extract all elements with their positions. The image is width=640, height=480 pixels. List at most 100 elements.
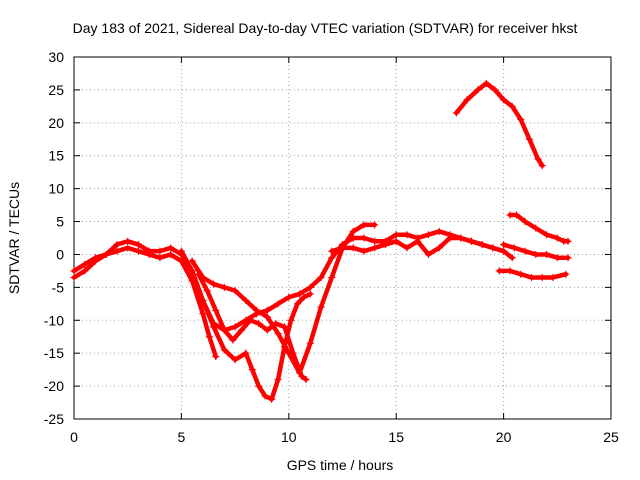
data-point-marker bbox=[145, 250, 153, 258]
series-trace bbox=[454, 81, 545, 168]
data-point-marker bbox=[81, 260, 89, 268]
data-point-marker bbox=[446, 234, 454, 242]
data-point-marker bbox=[521, 247, 529, 255]
data-point-marker bbox=[220, 326, 228, 334]
data-point-marker bbox=[482, 79, 490, 87]
data-point-marker bbox=[242, 297, 250, 305]
data-point-marker bbox=[70, 273, 78, 281]
data-point-marker bbox=[392, 231, 400, 239]
data-point-marker bbox=[231, 356, 239, 364]
data-point-marker bbox=[478, 241, 486, 249]
data-point-marker bbox=[371, 237, 379, 245]
data-point-marker bbox=[512, 211, 520, 219]
data-point-marker bbox=[534, 155, 542, 163]
data-point-marker bbox=[268, 395, 276, 403]
axis-ticks: 0 5 10 15 20 25 -25 -20 -15 -10 -5 0 5 10 15 20 25 30 bbox=[44, 49, 619, 445]
data-point-marker bbox=[328, 254, 336, 262]
data-point-marker bbox=[306, 290, 314, 298]
data-point-marker bbox=[457, 234, 465, 242]
data-point-marker bbox=[156, 254, 164, 262]
data-point-marker bbox=[167, 250, 175, 258]
data-point-marker bbox=[510, 244, 518, 252]
data-point-marker bbox=[508, 102, 516, 110]
data-point-marker bbox=[246, 316, 254, 324]
data-point-marker bbox=[261, 392, 269, 400]
series-trace-8 bbox=[506, 211, 572, 245]
data-point-marker bbox=[212, 306, 220, 314]
series-trace-9 bbox=[500, 241, 572, 262]
x-axis-label: GPS time / hours bbox=[287, 457, 394, 473]
series-trace bbox=[196, 271, 309, 382]
data-point-marker bbox=[452, 109, 460, 117]
data-point-marker bbox=[263, 313, 271, 321]
data-point-marker bbox=[474, 86, 482, 94]
data-point-marker bbox=[403, 244, 411, 252]
y-tick-label: 20 bbox=[48, 115, 64, 131]
data-point-marker bbox=[538, 273, 546, 281]
data-point-marker bbox=[495, 267, 503, 275]
data-point-marker bbox=[506, 211, 514, 219]
data-point-marker bbox=[274, 376, 282, 384]
data-point-marker bbox=[500, 247, 508, 255]
data-point-marker bbox=[231, 323, 239, 331]
data-point-marker bbox=[349, 244, 357, 252]
y-tick-label: -15 bbox=[44, 345, 64, 361]
data-point-marker bbox=[238, 326, 246, 334]
data-point-marker bbox=[253, 306, 261, 314]
y-tick-label: 10 bbox=[48, 181, 64, 197]
data-point-marker bbox=[210, 323, 218, 331]
data-point-marker bbox=[543, 231, 551, 239]
data-point-marker bbox=[360, 247, 368, 255]
data-point-marker bbox=[339, 244, 346, 252]
series-trace-3 bbox=[177, 247, 314, 403]
data-point-marker bbox=[302, 376, 310, 384]
data-point-marker bbox=[248, 366, 256, 374]
data-point-marker bbox=[528, 273, 536, 281]
data-point-marker bbox=[328, 273, 336, 281]
grid bbox=[74, 57, 611, 419]
data-point-marker bbox=[296, 290, 304, 298]
data-point-marker bbox=[538, 162, 546, 170]
data-point-marker bbox=[124, 237, 132, 245]
data-point-marker bbox=[203, 287, 211, 295]
data-point-marker bbox=[91, 254, 99, 262]
data-point-marker bbox=[212, 352, 220, 360]
data-point-marker bbox=[562, 270, 570, 278]
data-point-marker bbox=[489, 244, 497, 252]
series-trace-7 bbox=[452, 79, 546, 170]
series-trace-5 bbox=[195, 270, 310, 384]
data-point-marker bbox=[521, 218, 529, 226]
data-point-marker bbox=[177, 257, 185, 265]
data-point-marker bbox=[371, 244, 379, 252]
y-tick-label: 25 bbox=[48, 82, 64, 98]
data-point-marker bbox=[274, 329, 282, 337]
x-tick-label: 0 bbox=[70, 429, 78, 445]
series-trace bbox=[497, 268, 569, 280]
data-point-marker bbox=[500, 96, 508, 104]
data-point-marker bbox=[156, 247, 164, 255]
data-point-marker bbox=[371, 221, 379, 229]
data-point-marker bbox=[134, 241, 142, 249]
data-point-marker bbox=[199, 297, 207, 305]
data-point-marker bbox=[564, 237, 572, 245]
data-point-marker bbox=[263, 306, 271, 314]
y-tick-label: 5 bbox=[56, 214, 64, 230]
data-point-marker bbox=[317, 303, 325, 311]
data-point-marker bbox=[285, 293, 293, 301]
chart-title: Day 183 of 2021, Sidereal Day-to-day VTE… bbox=[73, 20, 578, 36]
data-point-marker bbox=[553, 234, 561, 242]
plot-frame bbox=[73, 56, 612, 420]
series-trace-10 bbox=[495, 267, 570, 281]
data-point-marker bbox=[289, 349, 297, 357]
data-point-marker bbox=[220, 283, 228, 291]
data-point-marker bbox=[403, 231, 411, 239]
data-point-marker bbox=[134, 247, 142, 255]
y-tick-label: -5 bbox=[52, 279, 65, 295]
data-point-marker bbox=[543, 250, 551, 258]
y-tick-label: -25 bbox=[44, 411, 64, 427]
data-point-marker bbox=[467, 237, 475, 245]
data-point-marker bbox=[255, 320, 263, 328]
data-point-marker bbox=[113, 247, 121, 255]
data-point-marker bbox=[242, 349, 250, 357]
